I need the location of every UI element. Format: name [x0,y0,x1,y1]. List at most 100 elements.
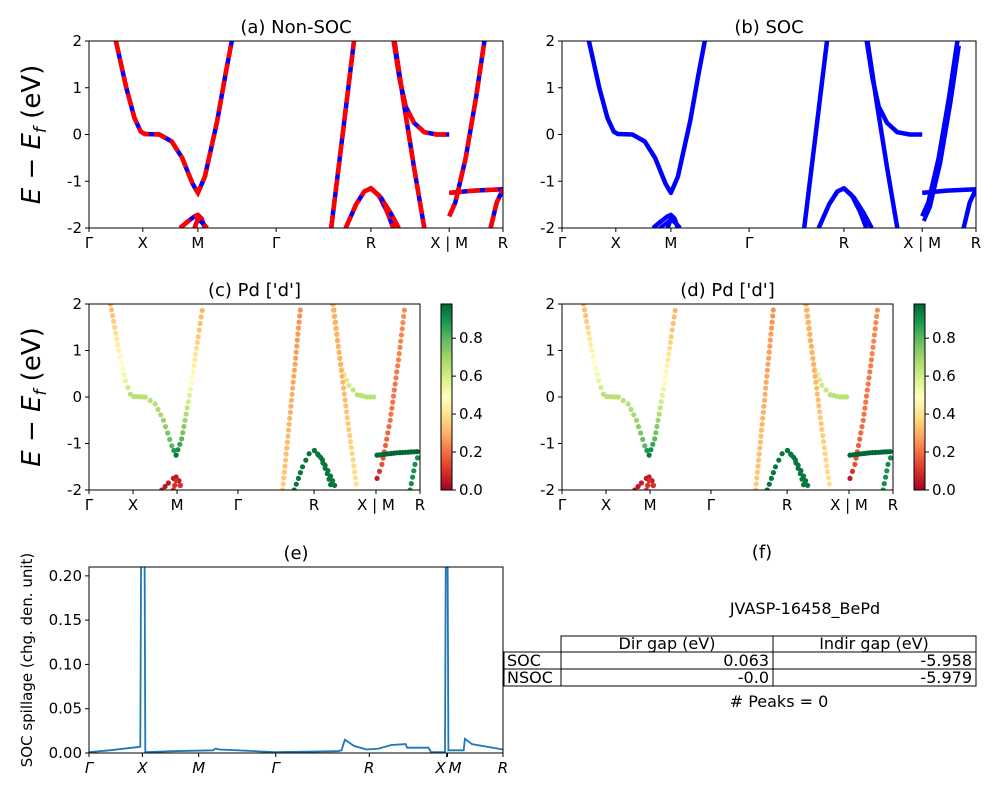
band-point [196,327,202,333]
y-tick-label: 2 [72,295,82,313]
y-tick-label: 0.00 [49,744,82,762]
x-tick-label: X [128,496,138,514]
band-point [803,478,809,484]
band-point [162,424,169,430]
colorbar-tick-label: 0.0 [932,481,956,499]
band-point [653,430,659,436]
plot-area [107,304,420,490]
band-point [770,470,777,476]
x-tick-label: Γ [85,759,95,777]
band-point [804,307,810,313]
band-point [295,475,301,481]
band-point [190,368,196,374]
colorbar-tick-label: 0.4 [932,405,956,423]
band-point [870,344,876,350]
band-point [638,430,644,436]
band-point [400,320,406,326]
band-point [344,415,350,421]
band-point [805,313,811,319]
band-point [330,304,336,307]
band-point [287,409,293,415]
band-point [758,427,765,433]
band-point [299,464,306,470]
band-point [189,380,195,386]
x-tick-label: R [309,496,319,514]
band-point [289,391,295,397]
colorbar-tick-label: 0.6 [459,367,483,385]
x-tick-label: Γ [234,496,243,514]
band-point [671,314,677,320]
band-point [173,478,179,484]
y-tick-label: 0.10 [49,655,82,673]
table-title: JVASP-16458_BePd [729,599,880,619]
band-point [165,430,171,436]
band-point [825,469,831,475]
band-point [374,475,380,481]
x-tick-label: R [782,496,792,514]
x-tick-label: X [136,759,148,777]
band-point [819,382,825,388]
band-point [638,480,645,486]
band-point [644,447,650,454]
y-tick-label: 1 [72,79,82,97]
x-tick-label: Γ [272,759,282,777]
band-point [183,411,189,417]
band-point [867,369,873,375]
band-point [341,391,347,397]
colorbar-tick-label: 0.0 [459,481,483,499]
band-point [768,475,775,481]
band-point [594,372,600,378]
band-point [393,375,399,381]
x-tick-label: Γ [707,496,716,514]
band-point [822,451,828,457]
band-point [332,313,338,319]
band-point [776,457,782,463]
band-point [391,387,397,393]
band-point [813,379,819,385]
band-line [842,186,874,228]
x-tick-label: M [191,234,204,252]
cell-indir-gap: -5.979 [920,668,972,687]
x-tick-label: Γ [745,234,754,252]
x-tick-label: M [171,496,184,514]
band-point [863,399,869,405]
band-point [668,334,674,340]
band-point [338,367,344,373]
band-point [589,347,595,354]
band-point [295,325,302,331]
x-tick-label: M [192,759,205,777]
band-point [811,361,817,367]
band-point [142,394,148,400]
panel-title: (e) [283,543,308,564]
band-point [328,482,334,488]
y-tick-label: -2 [67,481,82,499]
band-point [347,439,354,445]
band-point [194,345,200,351]
band-point [181,423,187,430]
x-tick-label: X | M [357,496,395,514]
band-point [646,452,652,458]
x-tick-label: R [415,496,425,514]
band-point [293,355,299,361]
band-point [862,405,868,411]
band-point [884,468,890,474]
band-line [865,41,900,228]
band-point [586,330,592,336]
band-point [811,367,817,373]
x-tick-label: X [434,759,446,777]
colorbar-tick-label: 0.8 [459,329,483,347]
cell-indir-gap: -5.958 [920,651,972,670]
band-point [652,436,658,442]
band-point [332,482,338,488]
plot-area [89,567,503,753]
band-point [170,487,176,490]
band-point [334,331,340,337]
panel-b: (b) SOC -2 -1 0 1 2 Γ X M Γ R X | M R [540,17,981,252]
x-tick-label: R [971,234,981,252]
band-point [395,363,401,369]
band-point [198,314,204,320]
axes-frame [88,303,421,491]
band-point [764,367,771,373]
y-tick-label: 2 [545,295,555,313]
